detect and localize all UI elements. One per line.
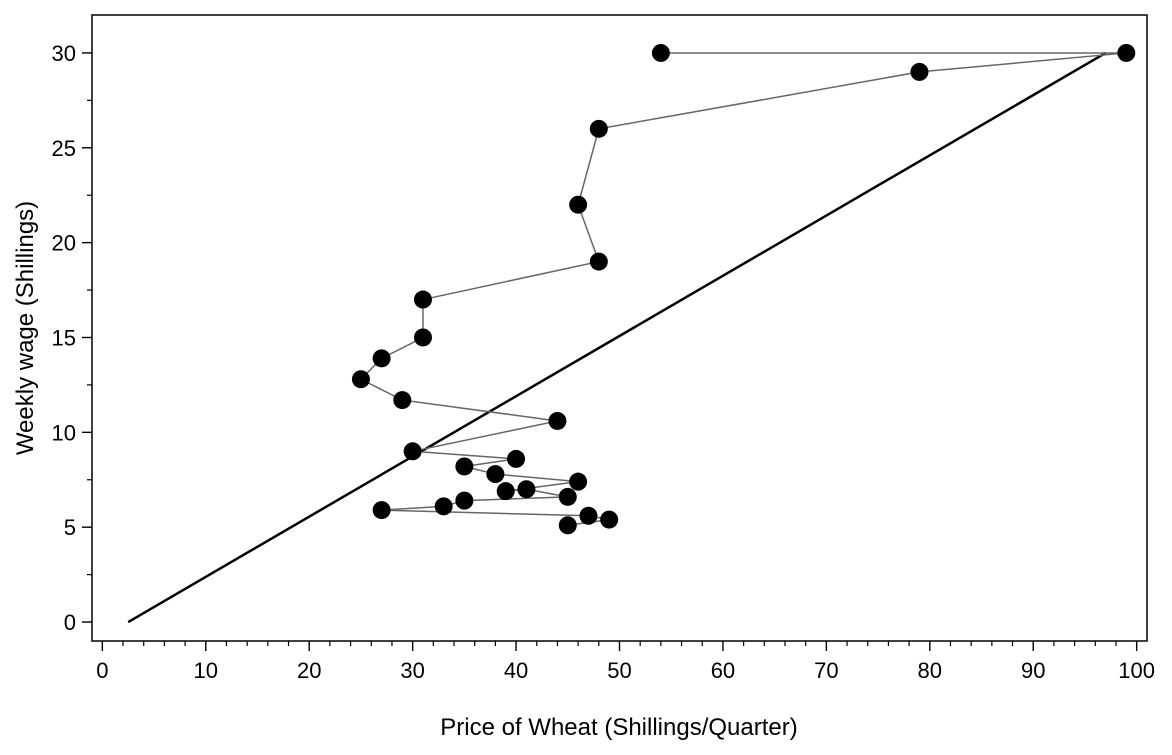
data-points: [351, 43, 1136, 535]
x-tick-label: 10: [194, 658, 218, 683]
x-tick-label: 40: [504, 658, 528, 683]
x-tick-label: 90: [1021, 658, 1045, 683]
y-tick-label: 5: [64, 515, 76, 540]
data-point: [455, 457, 474, 476]
y-tick-label: 10: [52, 420, 76, 445]
data-point: [651, 43, 670, 62]
x-tick-label: 50: [607, 658, 631, 683]
data-point: [579, 506, 598, 525]
x-tick-label: 60: [711, 658, 735, 683]
x-axis-ticks: [101, 641, 1138, 651]
x-axis-title: Price of Wheat (Shillings/Quarter): [440, 714, 797, 741]
data-point: [558, 516, 577, 535]
y-axis-tick-labels: 0 5 10 15 20 25 30: [52, 41, 76, 635]
plot-frame: [91, 14, 1148, 642]
x-axis-tick-labels: 0 10 20 30 40 50 60 70 80 90 100: [96, 658, 1155, 683]
data-point: [589, 252, 608, 271]
data-point: [517, 480, 536, 499]
data-point: [413, 290, 432, 309]
x-tick-label: 70: [814, 658, 838, 683]
data-point: [434, 497, 453, 516]
data-point: [372, 501, 391, 520]
y-tick-label: 20: [52, 231, 76, 256]
data-point: [910, 62, 929, 81]
reference-line: [127, 51, 1107, 624]
data-point: [403, 442, 422, 461]
data-point: [393, 391, 412, 410]
data-point: [569, 472, 588, 491]
data-point: [558, 487, 577, 506]
x-tick-label: 20: [297, 658, 321, 683]
x-tick-label: 100: [1118, 658, 1155, 683]
data-point: [600, 510, 619, 529]
data-point: [1117, 43, 1136, 62]
y-tick-label: 0: [64, 610, 76, 635]
data-point: [496, 482, 515, 501]
data-point: [351, 370, 370, 389]
x-tick-label: 0: [96, 658, 108, 683]
data-point: [507, 449, 526, 468]
y-tick-label: 25: [52, 136, 76, 161]
connector-line: [359, 52, 1127, 527]
y-tick-label: 30: [52, 41, 76, 66]
x-tick-label: 30: [400, 658, 424, 683]
x-tick-label: 80: [918, 658, 942, 683]
data-point: [569, 195, 588, 214]
data-point: [548, 411, 567, 430]
data-point: [486, 465, 505, 484]
y-axis-ticks: [82, 52, 92, 623]
y-axis-title: Weekly wage (Shillings): [12, 201, 39, 455]
data-point: [372, 349, 391, 368]
data-point: [455, 491, 474, 510]
data-point: [589, 119, 608, 138]
y-tick-label: 15: [52, 325, 76, 350]
data-point: [413, 328, 432, 347]
